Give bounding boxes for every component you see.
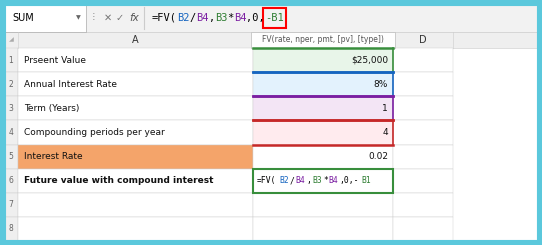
Bar: [393, 145, 453, 169]
Bar: [18, 96, 253, 120]
Text: Interest Rate: Interest Rate: [24, 152, 82, 161]
Text: B4: B4: [196, 13, 209, 23]
Text: Prseent Value: Prseent Value: [24, 56, 86, 65]
Text: Annual Interest Rate: Annual Interest Rate: [24, 80, 117, 89]
Text: 4: 4: [382, 128, 388, 137]
Text: ,: ,: [306, 176, 311, 185]
Bar: [4, 145, 18, 169]
Bar: [393, 193, 453, 217]
Text: 2: 2: [9, 80, 14, 89]
Bar: [253, 48, 393, 72]
Text: ◢: ◢: [9, 37, 14, 42]
Bar: [4, 193, 18, 217]
Text: ✕: ✕: [104, 13, 112, 23]
Text: 7: 7: [9, 200, 14, 209]
Bar: [18, 193, 253, 217]
Text: $25,000: $25,000: [351, 56, 388, 65]
Bar: [393, 120, 453, 145]
Text: B4: B4: [234, 13, 247, 23]
Text: Future value with compound interest: Future value with compound interest: [24, 176, 214, 185]
Text: =FV(: =FV(: [257, 176, 276, 185]
Bar: [4, 96, 18, 120]
Bar: [251, 32, 395, 48]
Text: ▼: ▼: [76, 15, 80, 21]
Bar: [253, 145, 393, 169]
Text: B4: B4: [328, 176, 338, 185]
Text: B3: B3: [215, 13, 228, 23]
Text: 0.02: 0.02: [368, 152, 388, 161]
Text: B3: B3: [312, 176, 322, 185]
Bar: [4, 120, 18, 145]
Bar: [393, 48, 453, 72]
Text: 8: 8: [9, 224, 14, 233]
Text: 3: 3: [9, 104, 14, 113]
Text: 6: 6: [9, 176, 14, 185]
Text: ,0,: ,0,: [247, 13, 265, 23]
Text: D: D: [419, 35, 427, 45]
Text: 1: 1: [9, 56, 14, 65]
Bar: [4, 4, 538, 32]
Text: ⁝: ⁝: [92, 13, 95, 23]
Text: ,0,-: ,0,-: [339, 176, 359, 185]
Text: 4: 4: [9, 128, 14, 137]
Text: 5: 5: [9, 152, 14, 161]
Bar: [253, 193, 393, 217]
Bar: [4, 72, 18, 96]
Bar: [18, 48, 253, 72]
Text: ,: ,: [209, 13, 215, 23]
Text: B2: B2: [177, 13, 190, 23]
Text: A: A: [132, 35, 139, 45]
Bar: [393, 169, 453, 193]
Text: *: *: [228, 13, 234, 23]
Bar: [18, 145, 253, 169]
Bar: [18, 72, 253, 96]
Bar: [4, 4, 86, 32]
Text: B2: B2: [279, 176, 289, 185]
Text: =FV(: =FV(: [152, 13, 177, 23]
Bar: [253, 217, 393, 241]
Bar: [18, 217, 253, 241]
Text: ✓: ✓: [116, 13, 124, 23]
Bar: [4, 217, 18, 241]
Bar: [253, 169, 393, 193]
Bar: [393, 72, 453, 96]
Bar: [4, 48, 18, 72]
Bar: [253, 169, 393, 193]
Bar: [253, 96, 393, 120]
Text: B1: B1: [362, 176, 371, 185]
Bar: [393, 217, 453, 241]
Text: 8%: 8%: [373, 80, 388, 89]
Bar: [253, 120, 393, 145]
Text: -B1: -B1: [266, 13, 284, 23]
Text: /: /: [190, 13, 196, 23]
Text: B4: B4: [295, 176, 305, 185]
Text: fx: fx: [129, 13, 139, 23]
Bar: [253, 72, 393, 96]
Text: /: /: [290, 176, 295, 185]
Text: SUM: SUM: [12, 13, 34, 23]
Bar: [4, 32, 538, 48]
Text: Compounding periods per year: Compounding periods per year: [24, 128, 165, 137]
Bar: [263, 8, 286, 28]
Text: 1: 1: [382, 104, 388, 113]
Bar: [4, 169, 18, 193]
Text: *: *: [323, 176, 328, 185]
Bar: [393, 96, 453, 120]
Text: Term (Years): Term (Years): [24, 104, 79, 113]
Bar: [18, 169, 253, 193]
Bar: [18, 120, 253, 145]
Text: FV(rate, nper, pmt, [pv], [type]): FV(rate, nper, pmt, [pv], [type]): [262, 36, 384, 45]
